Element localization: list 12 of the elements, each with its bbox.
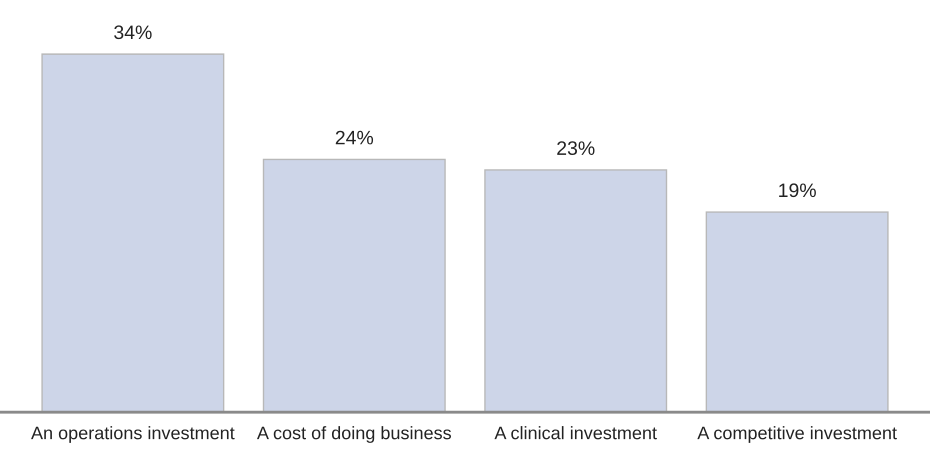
bar [41,53,224,412]
x-tick-label: A clinical investment [494,426,657,440]
data-label: 24% [336,130,374,144]
bar [706,211,889,412]
x-tick-label: A competitive investment [697,426,897,443]
data-label: 19% [779,183,816,198]
bar [484,169,668,412]
data-label: 23% [557,141,594,156]
x-tick-label: A cost of doing business [256,426,452,443]
data-label: 34% [114,25,152,40]
bar [262,158,446,412]
x-tick-label: An operations investment [31,426,235,443]
